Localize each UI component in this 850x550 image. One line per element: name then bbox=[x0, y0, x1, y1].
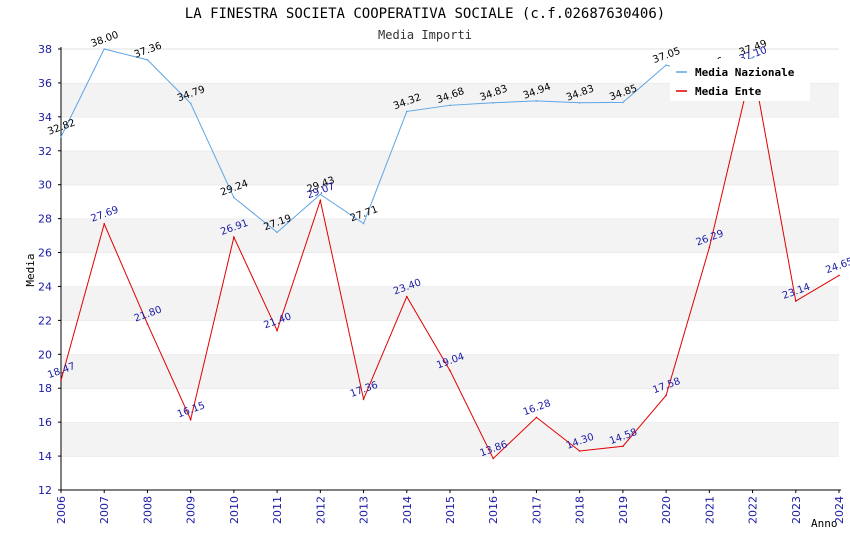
data-point bbox=[233, 236, 235, 238]
legend-box bbox=[670, 59, 810, 101]
grid-bands bbox=[61, 48, 839, 490]
data-point bbox=[276, 231, 278, 234]
data-point bbox=[578, 101, 581, 104]
y-tick-labels: 12 14 16 18 20 22 24 26 28 30 32 34 36 38 bbox=[38, 43, 61, 497]
y-tick-label: 36 bbox=[38, 77, 52, 90]
x-tick-labels: 2006 2007 2008 2009 2010 2011 2012 2013 2014 2015… bbox=[55, 490, 846, 524]
x-tick-label: 2018 bbox=[574, 496, 587, 524]
x-tick-label: 2021 bbox=[703, 496, 716, 524]
data-point bbox=[103, 48, 106, 50]
grid-band bbox=[61, 422, 839, 457]
grid-band bbox=[61, 388, 839, 423]
x-tick-label: 2024 bbox=[833, 496, 846, 524]
x-tick-label: 2020 bbox=[660, 496, 673, 524]
legend: Media Nazionale Media Ente bbox=[670, 59, 810, 101]
x-tick-label: 2006 bbox=[55, 496, 68, 524]
y-tick-label: 30 bbox=[38, 179, 52, 192]
x-tick-label: 2007 bbox=[98, 496, 111, 524]
y-tick-label: 16 bbox=[38, 416, 52, 429]
data-point bbox=[319, 199, 322, 202]
data-point bbox=[405, 110, 408, 113]
y-tick-label: 38 bbox=[38, 43, 52, 56]
data-point bbox=[276, 329, 278, 332]
y-tick-label: 26 bbox=[38, 247, 52, 260]
data-point bbox=[622, 445, 624, 448]
data-point bbox=[492, 457, 495, 460]
data-point bbox=[535, 416, 538, 419]
legend-entry: Media Ente bbox=[695, 85, 762, 98]
data-label: 38.00 bbox=[89, 30, 120, 50]
data-point bbox=[665, 64, 667, 66]
x-tick-label: 2010 bbox=[228, 496, 241, 524]
y-tick-label: 28 bbox=[38, 213, 52, 226]
x-tick-label: 2008 bbox=[141, 496, 154, 524]
data-point bbox=[751, 56, 754, 59]
grid-band bbox=[61, 184, 839, 219]
data-point bbox=[838, 274, 840, 277]
x-tick-label: 2017 bbox=[530, 496, 543, 524]
x-tick-label: 2013 bbox=[358, 496, 371, 524]
data-point bbox=[146, 59, 149, 61]
y-tick-label: 20 bbox=[38, 348, 52, 361]
data-point bbox=[665, 394, 667, 397]
data-point bbox=[708, 246, 711, 249]
y-tick-label: 14 bbox=[38, 450, 52, 463]
data-point bbox=[362, 222, 365, 225]
y-tick-label: 18 bbox=[38, 382, 52, 395]
data-point bbox=[362, 398, 365, 400]
data-point bbox=[535, 100, 538, 102]
data-point bbox=[794, 300, 797, 302]
data-point bbox=[189, 418, 192, 421]
x-tick-label: 2016 bbox=[487, 496, 500, 524]
x-tick-label: 2012 bbox=[314, 496, 327, 524]
grid-band bbox=[61, 150, 839, 185]
data-point bbox=[60, 136, 62, 138]
grid-band bbox=[61, 456, 839, 490]
y-tick-label: 34 bbox=[38, 111, 52, 124]
data-point bbox=[189, 102, 192, 105]
data-point bbox=[449, 104, 451, 107]
x-tick-label: 2019 bbox=[617, 496, 630, 524]
data-point bbox=[405, 295, 408, 298]
legend-entry: Media Nazionale bbox=[695, 66, 795, 79]
data-point bbox=[233, 196, 235, 199]
data-point bbox=[319, 193, 322, 196]
x-tick-label: 2015 bbox=[444, 496, 457, 524]
data-point bbox=[622, 101, 624, 104]
x-axis-label: Anno bbox=[811, 517, 838, 530]
y-tick-label: 12 bbox=[38, 484, 52, 497]
data-point bbox=[578, 450, 581, 452]
grid-band bbox=[61, 252, 839, 287]
y-tick-label: 24 bbox=[38, 280, 52, 293]
data-point bbox=[449, 369, 451, 372]
y-tick-label: 22 bbox=[38, 314, 52, 327]
data-point bbox=[60, 379, 62, 382]
data-point bbox=[492, 101, 495, 104]
x-tick-label: 2009 bbox=[185, 496, 198, 524]
data-point bbox=[103, 223, 106, 225]
data-point bbox=[146, 322, 149, 325]
x-tick-label: 2022 bbox=[747, 496, 760, 524]
x-tick-label: 2011 bbox=[271, 496, 284, 524]
grid-band bbox=[61, 320, 839, 355]
chart-subtitle: Media Importi bbox=[378, 28, 472, 42]
x-tick-label: 2023 bbox=[790, 496, 803, 524]
y-tick-label: 32 bbox=[38, 145, 52, 158]
grid-band bbox=[61, 116, 839, 151]
chart-title: LA FINESTRA SOCIETA COOPERATIVA SOCIALE … bbox=[185, 6, 665, 22]
grid-band bbox=[61, 286, 839, 321]
x-tick-label: 2014 bbox=[401, 496, 414, 524]
y-axis-label: Media bbox=[24, 253, 37, 286]
